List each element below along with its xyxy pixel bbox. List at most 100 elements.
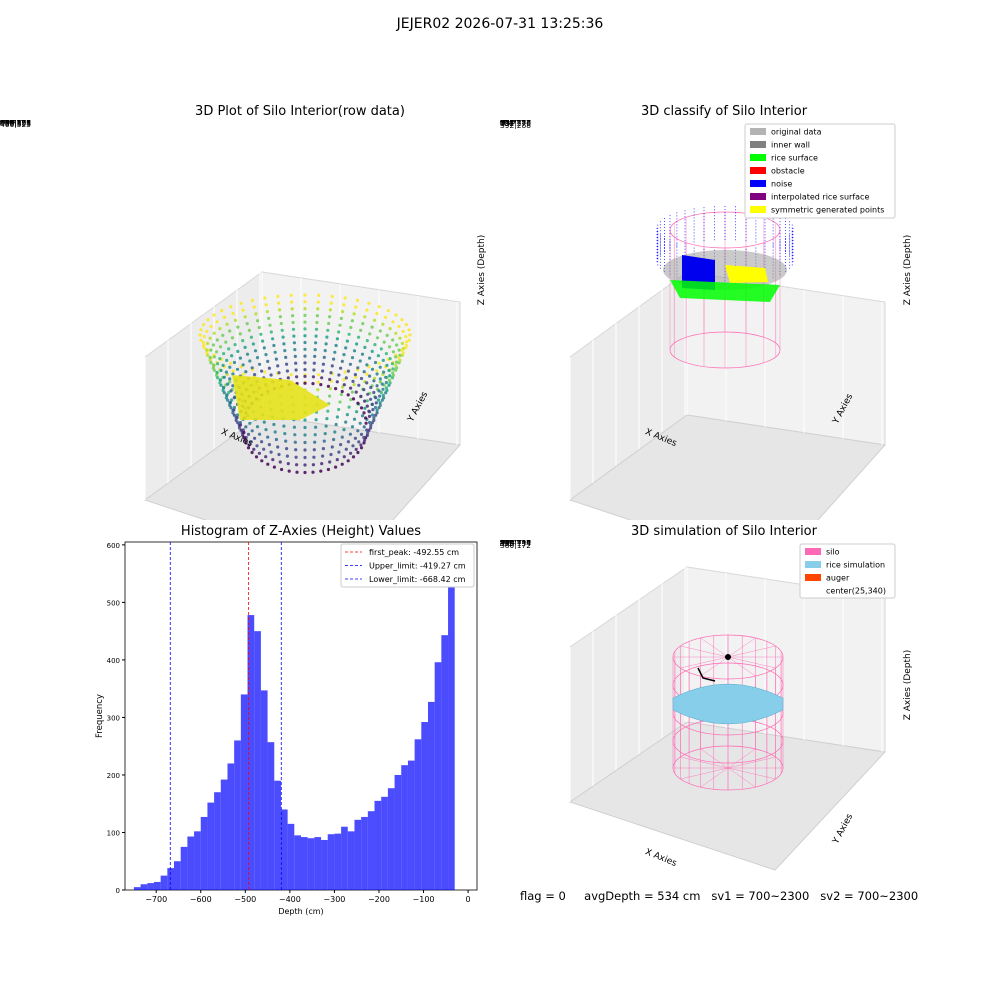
data-point <box>381 322 385 326</box>
x-tick-label: −400 <box>279 895 301 904</box>
data-point <box>349 451 353 455</box>
data-point <box>285 369 289 373</box>
classify-3d-plot: original data inner wall rice surface obsta… <box>500 120 913 520</box>
data-point <box>334 387 338 391</box>
data-point <box>303 455 307 460</box>
y-tick-label: 0 <box>116 887 120 895</box>
histogram-bar <box>254 631 261 890</box>
data-point <box>295 470 299 474</box>
data-point <box>352 417 357 421</box>
data-point <box>340 389 344 394</box>
data-point <box>372 390 376 395</box>
data-point <box>198 333 202 337</box>
data-point <box>373 360 378 365</box>
sv2-text: sv2 = 700~2300 <box>820 889 919 903</box>
data-point <box>314 334 318 338</box>
data-point <box>397 324 401 329</box>
data-point <box>342 455 346 459</box>
data-point <box>250 366 254 370</box>
data-point <box>218 357 222 361</box>
floor-pane <box>568 414 886 520</box>
data-point <box>314 425 318 429</box>
data-point <box>391 371 395 375</box>
data-point <box>303 433 307 437</box>
data-point <box>345 339 349 343</box>
data-point <box>374 413 378 417</box>
data-point <box>295 463 299 467</box>
histogram-bar <box>407 760 415 890</box>
data-point <box>249 335 253 339</box>
histogram-bar <box>387 788 395 890</box>
data-point <box>220 309 224 313</box>
data-point <box>215 350 219 354</box>
x-tick-label: 215,331 <box>500 540 520 542</box>
figure-suptitle: JEJER02 2026-07-31 13:25:36 <box>396 16 604 32</box>
legend-swatch <box>750 167 766 174</box>
z-tick-label: 392,234 <box>500 120 531 124</box>
data-point <box>266 435 270 439</box>
y-tick-label: 308,407 <box>500 120 531 122</box>
data-point <box>267 366 271 370</box>
x-tick-label: 89,293 <box>500 540 513 548</box>
data-point <box>382 340 386 344</box>
data-point <box>363 438 367 442</box>
data-point <box>233 318 238 322</box>
data-point <box>227 347 231 351</box>
data-point <box>337 450 341 454</box>
data-point <box>264 303 268 307</box>
data-point <box>262 420 266 424</box>
data-point <box>377 389 381 393</box>
data-point <box>252 305 256 309</box>
data-point <box>350 425 355 429</box>
data-point <box>263 296 267 300</box>
data-point <box>315 314 319 318</box>
x-tick-label: 263,341 <box>500 120 524 122</box>
data-point <box>375 311 379 316</box>
rice-simulation-surface <box>672 683 784 725</box>
data-point <box>314 327 319 331</box>
data-point <box>375 372 379 376</box>
data-point <box>367 409 371 413</box>
legend-box <box>799 543 896 599</box>
data-point <box>320 376 324 380</box>
data-point <box>386 309 390 313</box>
data-point <box>272 422 276 427</box>
data-point <box>351 397 356 401</box>
histogram-bar <box>167 868 175 890</box>
data-point <box>239 428 243 432</box>
data-point <box>202 346 206 350</box>
silo-floor-spoke <box>700 767 729 788</box>
histogram-bar <box>448 562 455 890</box>
data-point <box>303 368 307 372</box>
data-point <box>247 328 251 332</box>
z-tick-label: 392,324 <box>500 120 531 123</box>
z-tick-label: 392,288 <box>500 121 531 130</box>
data-point <box>253 349 258 353</box>
data-point <box>229 406 233 410</box>
data-point <box>312 455 316 459</box>
data-point <box>325 417 329 421</box>
z-tick-label: 466,223 <box>0 120 31 123</box>
data-point <box>241 363 245 367</box>
data-point <box>231 372 235 376</box>
data-point <box>368 332 372 336</box>
data-point <box>205 329 209 333</box>
data-point <box>400 341 404 345</box>
x-tick-label: −300 <box>323 895 345 904</box>
data-point <box>244 370 248 374</box>
data-point <box>239 301 243 305</box>
x-tick-label: 165,317 <box>500 540 516 542</box>
histogram-bar <box>394 774 402 890</box>
data-point <box>238 423 243 427</box>
data-point <box>329 452 333 457</box>
z-tick-label: 380,82 <box>502 540 528 542</box>
data-point <box>255 356 260 360</box>
data-point <box>311 382 315 386</box>
z-tick-label: 392,252 <box>500 120 531 126</box>
data-point <box>374 401 378 405</box>
data-point <box>232 413 236 417</box>
silo-floor-spoke <box>727 767 756 788</box>
data-point <box>303 327 307 331</box>
data-point <box>229 389 233 393</box>
data-point <box>337 330 341 334</box>
